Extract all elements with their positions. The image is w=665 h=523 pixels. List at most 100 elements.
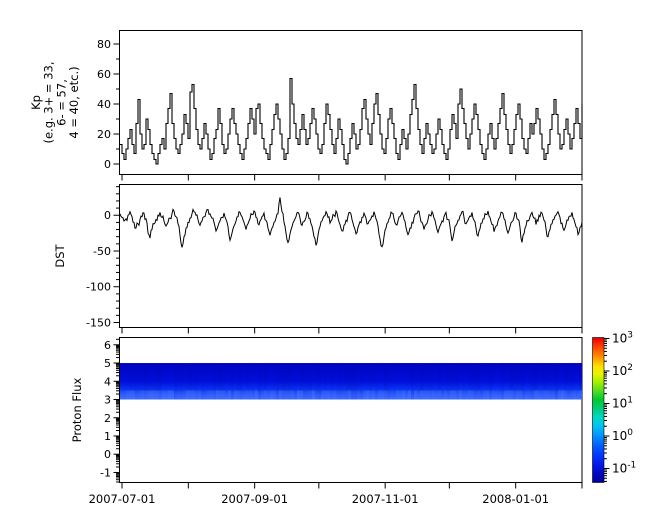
band-streak-light xyxy=(246,390,249,400)
dst-axis-title: DST xyxy=(53,243,67,267)
band-streak-dark xyxy=(345,363,348,400)
band-streak-dark xyxy=(474,363,477,400)
band-streak-light xyxy=(171,390,174,400)
band-streak-dark xyxy=(384,363,387,400)
band-streak-light xyxy=(381,390,384,400)
band-streak-light xyxy=(228,390,231,400)
band-streak-light xyxy=(267,390,270,400)
band-streak-light xyxy=(387,390,390,400)
band-streak-light xyxy=(528,390,531,400)
band-streak-light xyxy=(231,390,234,400)
band-streak-light xyxy=(186,390,189,400)
band-streak-dark xyxy=(129,363,132,400)
band-streak-light xyxy=(336,390,339,400)
band-streak-light xyxy=(141,390,144,400)
band-streak-light xyxy=(177,390,180,400)
band-streak-dark xyxy=(462,363,465,400)
band-streak-dark xyxy=(513,363,516,400)
band-streak-dark xyxy=(354,363,357,400)
band-streak-light xyxy=(306,390,309,400)
band-streak-light xyxy=(297,390,300,400)
band-streak-light xyxy=(252,390,255,400)
band-streak-light xyxy=(255,390,258,400)
band-streak-light xyxy=(249,390,252,400)
band-streak-light xyxy=(357,390,360,400)
band-streak-dark xyxy=(339,363,342,400)
band-streak-dark xyxy=(240,363,243,400)
band-streak-light xyxy=(294,390,297,400)
band-streak-light xyxy=(537,390,540,400)
band-streak-light xyxy=(579,390,582,400)
band-streak-light xyxy=(126,390,129,400)
band-streak-light xyxy=(561,390,564,400)
y-tick-label: -1 xyxy=(100,466,111,479)
band-streak-light xyxy=(558,390,561,400)
band-streak-dark xyxy=(189,363,192,400)
band-streak-dark xyxy=(156,363,159,400)
band-streak-light xyxy=(207,390,210,400)
band-streak-dark xyxy=(471,363,474,400)
band-streak-light xyxy=(498,390,501,400)
band-streak-light xyxy=(483,390,486,400)
band-streak-light xyxy=(225,390,228,400)
band-streak-light xyxy=(144,390,147,400)
band-streak-dark xyxy=(135,363,138,400)
band-streak-dark xyxy=(351,363,354,400)
y-tick-label: -50 xyxy=(93,245,111,258)
band-streak-light xyxy=(147,390,150,400)
band-streak-light xyxy=(378,390,381,400)
band-streak-dark xyxy=(549,363,552,400)
band-streak-light xyxy=(270,390,273,400)
band-streak-light xyxy=(330,390,333,400)
band-streak-light xyxy=(540,390,543,400)
band-streak-light xyxy=(273,390,276,400)
band-streak-dark xyxy=(450,363,453,400)
band-streak-dark xyxy=(558,363,561,400)
y-tick-label: -150 xyxy=(86,316,111,329)
band-streak-light xyxy=(462,390,465,400)
band-streak-light xyxy=(282,390,285,400)
band-streak-light xyxy=(168,390,171,400)
colorbar-tick-label: 10-1 xyxy=(612,461,636,476)
band-streak-light xyxy=(213,390,216,400)
band-streak-light xyxy=(480,390,483,400)
band-streak-dark xyxy=(432,363,435,400)
band-streak-light xyxy=(150,390,153,400)
band-streak-dark xyxy=(177,363,180,400)
kp-series-line xyxy=(120,77,583,165)
band-streak-light xyxy=(453,390,456,400)
band-streak-dark xyxy=(543,363,546,400)
band-streak-dark xyxy=(228,363,231,400)
band-streak-dark xyxy=(570,363,573,400)
x-tick-label: 2007-09-01 xyxy=(221,492,288,506)
band-streak-dark xyxy=(309,363,312,400)
band-streak-dark xyxy=(138,363,141,400)
band-streak-dark xyxy=(201,363,204,400)
proton-flux-axis-title: Proton Flux xyxy=(70,377,84,442)
band-streak-light xyxy=(165,390,168,400)
panel-1-frame xyxy=(119,30,583,175)
band-streak-dark xyxy=(510,363,513,400)
band-streak-dark xyxy=(519,363,522,400)
band-streak-light xyxy=(495,390,498,400)
band-streak-light xyxy=(414,390,417,400)
band-streak-light xyxy=(333,390,336,400)
band-streak-light xyxy=(435,390,438,400)
band-streak-light xyxy=(402,390,405,400)
band-streak-light xyxy=(237,390,240,400)
band-streak-light xyxy=(324,390,327,400)
band-streak-dark xyxy=(453,363,456,400)
band-streak-dark xyxy=(486,363,489,400)
band-streak-dark xyxy=(567,363,570,400)
panel-3-frame xyxy=(119,337,583,483)
band-streak-dark xyxy=(537,363,540,400)
band-streak-light xyxy=(354,390,357,400)
band-streak-light xyxy=(234,390,237,400)
band-streak-light xyxy=(312,390,315,400)
proton-flux-band xyxy=(120,363,582,400)
colorbar-tick-label: 102 xyxy=(612,363,633,378)
band-streak-dark xyxy=(210,363,213,400)
kp-axis-title-line: (e.g. 3+ = 33, xyxy=(42,61,56,143)
